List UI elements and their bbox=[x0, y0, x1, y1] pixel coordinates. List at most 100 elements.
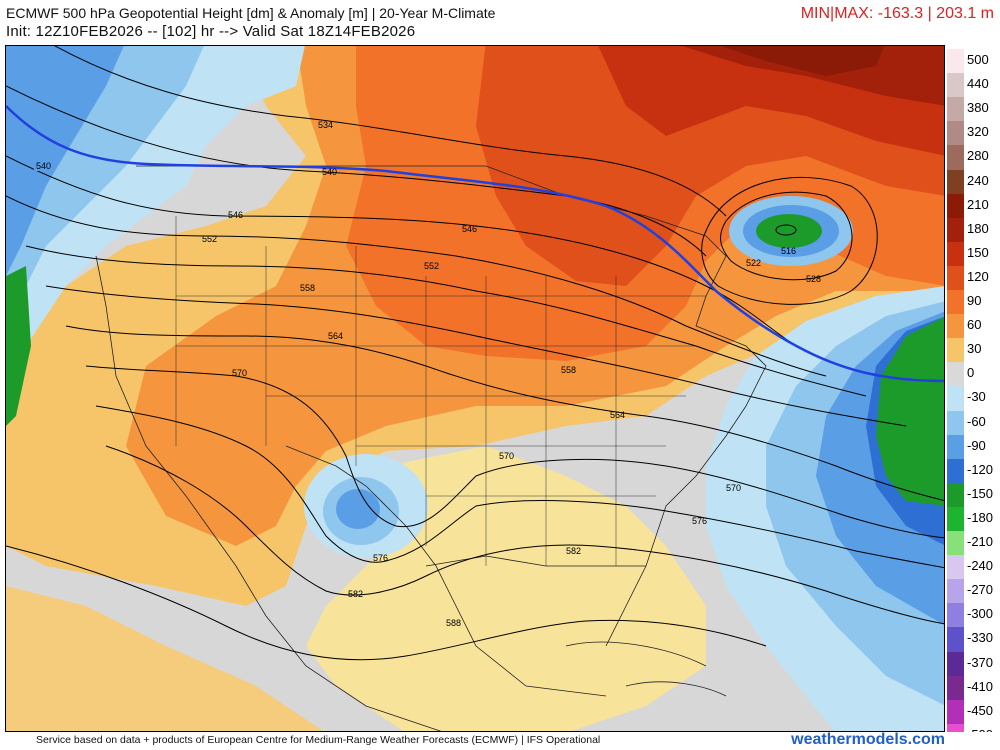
colorbar-swatch bbox=[947, 458, 964, 484]
contour-522-low bbox=[701, 176, 878, 305]
contour-582 bbox=[105, 445, 944, 625]
contour-label: 558 bbox=[561, 365, 576, 375]
colorbar-swatch bbox=[947, 699, 964, 725]
caribbean-islands bbox=[565, 641, 727, 697]
contour-558 bbox=[45, 285, 907, 427]
contour-label: 540 bbox=[322, 167, 337, 177]
map-subtitle: Init: 12Z10FEB2026 -- [102] hr --> Valid… bbox=[6, 23, 416, 40]
contour-534 bbox=[54, 46, 727, 217]
colorbar-label: -330 bbox=[967, 630, 994, 646]
colorbar-label: -120 bbox=[967, 461, 994, 477]
colorbar-swatch bbox=[947, 314, 964, 340]
colorbar-swatch bbox=[947, 265, 964, 291]
colorbar-label: 60 bbox=[967, 317, 982, 333]
warm-anomaly-210 bbox=[721, 46, 884, 76]
cool-anomaly-west-90 bbox=[6, 46, 124, 276]
colorbar-label: 30 bbox=[967, 341, 982, 357]
contour-labels: 540 534 540 546 552 546 552 558 564 570 … bbox=[34, 120, 821, 628]
map-canvas: 540 534 540 546 552 546 552 558 564 570 … bbox=[6, 46, 944, 731]
colorbar-label: -370 bbox=[967, 654, 994, 670]
colorbar-label: -180 bbox=[967, 509, 994, 525]
colorbar-label: 0 bbox=[967, 365, 975, 381]
colorbar-label: -240 bbox=[967, 558, 994, 574]
colorbar-label: -300 bbox=[967, 606, 994, 622]
colorbar-swatch bbox=[947, 241, 964, 267]
blue-540-line bbox=[6, 105, 944, 383]
colorbar-swatch bbox=[947, 362, 964, 388]
cool-anomaly-atlantic-150 bbox=[876, 317, 944, 506]
colorbar-label: 320 bbox=[967, 124, 989, 140]
map-borders bbox=[95, 165, 767, 731]
contour-label: 564 bbox=[610, 410, 625, 420]
contour-570 bbox=[85, 365, 944, 539]
colorbar-label: -210 bbox=[967, 534, 994, 549]
contour-label: 516 bbox=[781, 246, 796, 256]
colorbar-label: -60 bbox=[967, 413, 986, 429]
colorbar-label: -90 bbox=[967, 437, 986, 453]
contour-552-a bbox=[6, 195, 827, 377]
contour-label: 570 bbox=[232, 368, 247, 378]
header: ECMWF 500 hPa Geopotential Height [dm] &… bbox=[0, 0, 1000, 44]
colorbar-swatch bbox=[947, 627, 964, 653]
contour-label: 582 bbox=[348, 589, 363, 599]
contour-label: 546 bbox=[228, 210, 243, 220]
colorbar-swatch bbox=[947, 434, 964, 460]
data-credit: Service based on data + products of Euro… bbox=[36, 734, 601, 746]
us-mexico-border bbox=[285, 445, 607, 697]
contour-516-low bbox=[720, 191, 853, 281]
colorbar-label: 380 bbox=[967, 100, 989, 116]
colorbar-label: -450 bbox=[967, 702, 994, 718]
colorbar-swatch bbox=[947, 410, 964, 436]
contour-588 bbox=[6, 545, 767, 661]
watermark: weathermodels.com bbox=[791, 731, 945, 748]
cutoff-low-core bbox=[336, 489, 380, 529]
closed-low-center-contour bbox=[775, 224, 797, 236]
colorbar-label: 210 bbox=[967, 196, 989, 212]
anomaly-colorbar: 500 440 380 320 280 240 210 180 150 120 90 60 30 0 -30… bbox=[945, 45, 1000, 749]
footer: Service based on data + products of Euro… bbox=[0, 731, 1000, 750]
colorbar-swatch bbox=[947, 651, 964, 677]
colorbar-label: -410 bbox=[967, 678, 994, 694]
colorbar-label: 280 bbox=[967, 148, 989, 164]
colorbar-swatch bbox=[947, 386, 964, 412]
colorbar-swatch bbox=[947, 290, 964, 315]
contour-label: 558 bbox=[300, 283, 315, 293]
colorbar-swatch bbox=[947, 217, 964, 243]
pacific-coastline bbox=[95, 255, 442, 731]
us-canada-border bbox=[136, 165, 727, 327]
colorbar-swatch bbox=[947, 145, 964, 171]
contour-label: 552 bbox=[202, 234, 217, 244]
colorbar-swatch bbox=[947, 675, 964, 701]
colorbar-label: 150 bbox=[967, 244, 989, 260]
warm-anomaly-180 bbox=[682, 46, 944, 106]
colorbar-swatch bbox=[947, 49, 964, 74]
colorbar-label: -270 bbox=[967, 582, 994, 598]
colorbar-swatch bbox=[947, 169, 964, 195]
colorbar-swatch bbox=[947, 338, 964, 364]
blue-line-label: 540 bbox=[36, 161, 51, 171]
contour-label: 582 bbox=[566, 546, 581, 556]
colorbar-swatch bbox=[947, 97, 964, 123]
colorbar-swatch bbox=[947, 555, 964, 581]
colorbar-swatch bbox=[947, 506, 964, 532]
contour-540-black bbox=[6, 85, 707, 257]
cool-anomaly-west-120 bbox=[6, 266, 31, 426]
min-max-readout: MIN|MAX: -163.3 | 203.1 m bbox=[800, 5, 994, 22]
warm-anomaly-pacific-south bbox=[6, 586, 324, 731]
colorbar-label: -150 bbox=[967, 485, 994, 501]
colorbar-swatch bbox=[947, 193, 964, 219]
contour-label: 570 bbox=[499, 451, 514, 461]
contour-label: 552 bbox=[424, 261, 439, 271]
contour-label: 534 bbox=[318, 120, 333, 130]
contour-label: 576 bbox=[692, 516, 707, 526]
contour-label: 522 bbox=[746, 258, 761, 268]
colorbar-label: 240 bbox=[967, 172, 989, 188]
closed-low-core bbox=[756, 214, 822, 248]
height-contours bbox=[6, 46, 944, 661]
contour-label: 546 bbox=[462, 224, 477, 234]
colorbar-swatch bbox=[947, 531, 964, 556]
contour-label: 570 bbox=[726, 483, 741, 493]
contour-576 bbox=[95, 405, 944, 569]
contour-552-b bbox=[25, 245, 867, 397]
contour-label: 528 bbox=[806, 274, 821, 284]
